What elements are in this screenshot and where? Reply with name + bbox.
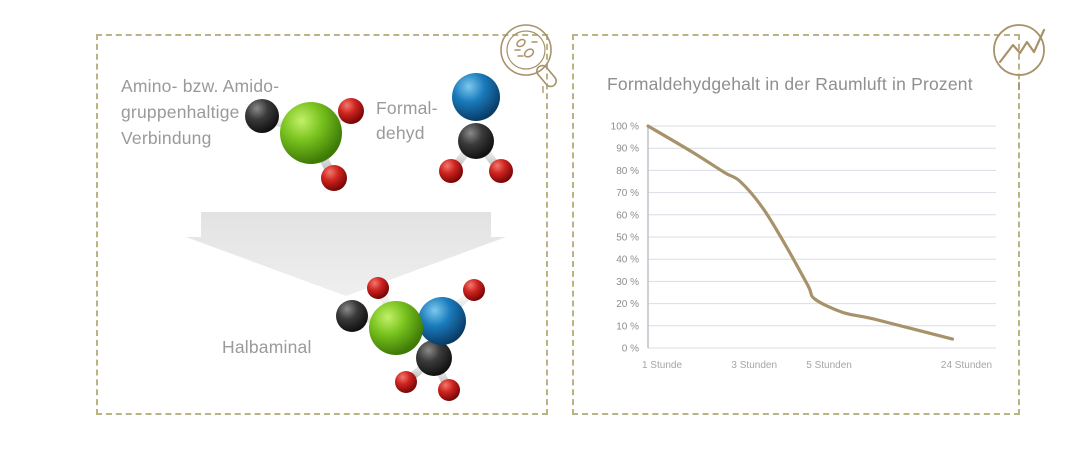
x-axis-tick-0: 1 Stunde <box>642 360 682 371</box>
y-axis-tick-6: 40 % <box>616 255 639 266</box>
y-axis-tick-3: 70 % <box>616 188 639 199</box>
molecule-halbaminal <box>326 270 506 406</box>
halbaminal-label: Halbaminal <box>222 337 312 357</box>
amino-compound-label: Amino- bzw. Amido- gruppenhaltige Verbin… <box>121 76 280 148</box>
down-arrow-icon <box>186 204 506 299</box>
chart-title: Formaldehydgehalt in der Raumluft in Pro… <box>607 74 973 94</box>
x-axis-tick-2: 5 Stunden <box>806 360 852 371</box>
y-axis-tick-9: 10 % <box>616 321 639 332</box>
y-axis-tick-7: 30 % <box>616 277 639 288</box>
y-axis-tick-4: 60 % <box>616 210 639 221</box>
reaction-diagram-panel <box>96 34 548 415</box>
y-axis-tick-1: 90 % <box>616 144 639 155</box>
chart-panel <box>572 34 1020 415</box>
y-axis-tick-10: 0 % <box>622 344 639 355</box>
y-axis-tick-5: 50 % <box>616 233 639 244</box>
molecule-formaldehyde <box>432 68 520 190</box>
y-axis-tick-2: 80 % <box>616 166 639 177</box>
x-axis-tick-1: 3 Stunden <box>731 360 777 371</box>
line-chart: 100 % 90 % 80 % 70 % 60 % 50 % 40 % 30 % 20 % 10 … <box>600 120 1000 382</box>
magnifier-icon <box>496 20 570 94</box>
molecule-amino-compound <box>238 82 373 197</box>
series-line-0 <box>646 124 955 341</box>
y-axis-tick-0: 100 % <box>611 122 639 133</box>
y-axis-tick-8: 20 % <box>616 299 639 310</box>
formaldehyde-label: Formal- dehyd <box>376 98 438 143</box>
x-axis-tick-3: 24 Stunden <box>941 360 992 371</box>
trend-chart-icon <box>986 20 1060 94</box>
